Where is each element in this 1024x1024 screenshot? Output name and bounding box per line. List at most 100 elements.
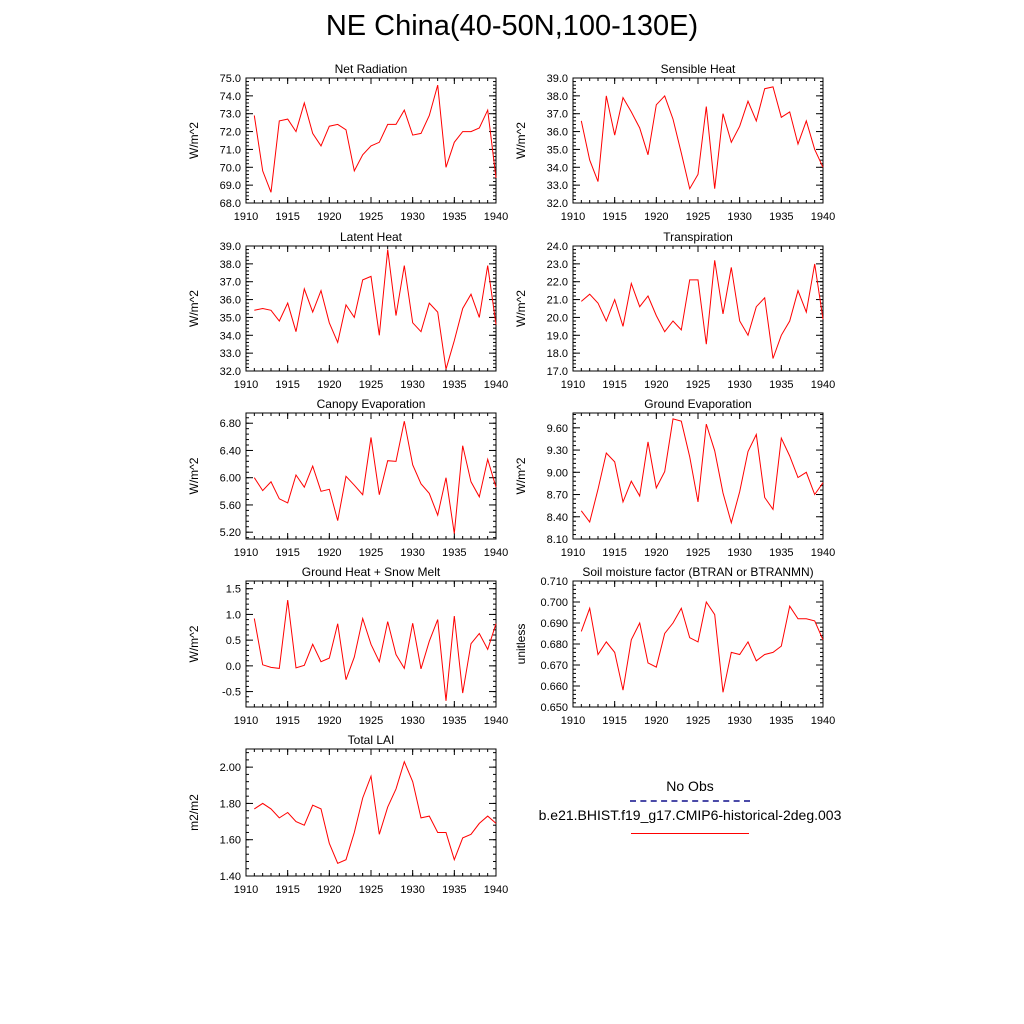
y-tick-label: 6.80 (220, 418, 241, 430)
y-tick-label: 5.20 (220, 527, 241, 539)
x-tick-label: 1935 (769, 715, 793, 727)
y-tick-label: 35.0 (220, 312, 241, 324)
y-tick-label: 0.650 (540, 702, 568, 714)
y-tick-label: 75.0 (220, 73, 241, 85)
x-tick-label: 1925 (686, 379, 710, 391)
panel-1: Net Radiation W/m^2 1910 1915 1920 1925 1930 19… (187, 62, 508, 223)
x-tick-label: 1930 (400, 715, 424, 727)
x-tick-label: 1925 (686, 211, 710, 223)
y-axis-label: W/m^2 (514, 122, 528, 159)
x-tick-label: 1935 (442, 715, 466, 727)
y-axis-label: W/m^2 (187, 457, 201, 494)
y-tick-label: 32.0 (220, 366, 241, 378)
y-tick-label: 8.10 (547, 534, 568, 546)
y-axis-label: unitless (514, 624, 528, 665)
legend-obs-line (630, 800, 750, 802)
series-line (253, 421, 497, 534)
y-tick-label: 0.710 (540, 576, 568, 588)
plot-frame (245, 748, 497, 877)
x-tick-label: 1920 (317, 211, 341, 223)
panel-title: Total LAI (348, 733, 395, 747)
x-tick-label: 1925 (359, 379, 383, 391)
x-tick-label: 1910 (561, 211, 585, 223)
x-tick-label: 1920 (644, 379, 668, 391)
x-tick-label: 1915 (275, 547, 299, 559)
x-tick-label: 1925 (359, 211, 383, 223)
x-tick-label: 1940 (811, 211, 835, 223)
panel-title: Ground Heat + Snow Melt (302, 565, 441, 579)
y-axis-label: W/m^2 (187, 290, 201, 327)
y-tick-label: 1.5 (226, 584, 241, 596)
plot-frame (572, 245, 824, 372)
series-line (580, 418, 824, 525)
y-tick-label: 5.60 (220, 500, 241, 512)
panel-title: Soil moisture factor (BTRAN or BTRANMN) (582, 565, 813, 579)
y-tick-label: -0.5 (222, 687, 241, 699)
x-tick-label: 1940 (484, 211, 508, 223)
x-tick-label: 1930 (400, 211, 424, 223)
x-tick-label: 1915 (602, 211, 626, 223)
panel-9: Total LAI m2/m2 1910 1915 1920 1925 1930 1935 19… (187, 733, 508, 896)
series-line (580, 86, 824, 191)
y-tick-label: 38.0 (547, 91, 568, 103)
y-tick-label: 0.680 (540, 639, 568, 651)
y-tick-label: 0.5 (226, 635, 241, 647)
y-tick-label: 35.0 (547, 144, 568, 156)
x-tick-label: 1915 (275, 715, 299, 727)
y-tick-label: 0.0 (226, 661, 241, 673)
x-tick-label: 1935 (442, 884, 466, 896)
y-tick-label: 74.0 (220, 91, 241, 103)
x-tick-label: 1935 (769, 547, 793, 559)
y-tick-label: 36.0 (220, 295, 241, 307)
y-axis-label: W/m^2 (514, 457, 528, 494)
y-tick-label: 1.80 (220, 798, 241, 810)
plot-frame (245, 245, 497, 372)
legend-model-label: b.e21.BHIST.f19_g17.CMIP6-historical-2de… (538, 807, 842, 823)
panel-4: Transpiration W/m^2 1910 1915 1920 1925 1930 19… (514, 230, 835, 391)
x-tick-label: 1910 (234, 715, 258, 727)
y-tick-label: 17.0 (547, 366, 568, 378)
panel-8: Soil moisture factor (BTRAN or BTRANMN) u… (514, 565, 835, 727)
y-axis-label: W/m^2 (514, 290, 528, 327)
series-line (253, 84, 497, 193)
legend-obs-label: No Obs (666, 778, 714, 794)
y-tick-label: 34.0 (547, 162, 568, 174)
y-tick-label: 68.0 (220, 198, 241, 210)
y-tick-label: 8.70 (547, 490, 568, 502)
y-tick-label: 0.690 (540, 618, 568, 630)
series-line (254, 760, 497, 864)
x-tick-label: 1915 (275, 884, 299, 896)
x-tick-label: 1935 (442, 211, 466, 223)
x-tick-label: 1940 (811, 547, 835, 559)
x-tick-label: 1930 (400, 547, 424, 559)
x-tick-label: 1920 (317, 547, 341, 559)
y-tick-label: 0.700 (540, 597, 568, 609)
legend-model-line (631, 833, 749, 834)
y-tick-label: 24.0 (547, 241, 568, 253)
x-tick-label: 1925 (686, 715, 710, 727)
x-tick-label: 1940 (484, 547, 508, 559)
x-tick-label: 1925 (359, 547, 383, 559)
x-tick-label: 1930 (727, 211, 751, 223)
x-tick-label: 1920 (317, 884, 341, 896)
x-tick-label: 1915 (602, 715, 626, 727)
plot-frame (572, 580, 824, 708)
y-tick-label: 0.670 (540, 660, 568, 672)
x-tick-label: 1925 (359, 715, 383, 727)
x-tick-label: 1930 (727, 379, 751, 391)
y-tick-label: 2.00 (220, 762, 241, 774)
panel-5: Canopy Evaporation W/m^2 1910 1915 1920 1925 1… (187, 397, 508, 559)
y-tick-label: 39.0 (547, 73, 568, 85)
y-tick-label: 0.660 (540, 681, 568, 693)
y-tick-label: 9.60 (547, 423, 568, 435)
legend: No Obs b.e21.BHIST.f19_g17.CMIP6-histori… (520, 778, 860, 834)
panel-title: Latent Heat (340, 230, 403, 244)
x-tick-label: 1940 (811, 379, 835, 391)
y-tick-label: 73.0 (220, 109, 241, 121)
plot-frame (572, 77, 824, 204)
y-tick-label: 33.0 (220, 348, 241, 360)
x-tick-label: 1925 (686, 547, 710, 559)
x-tick-label: 1915 (602, 379, 626, 391)
x-tick-label: 1935 (769, 211, 793, 223)
